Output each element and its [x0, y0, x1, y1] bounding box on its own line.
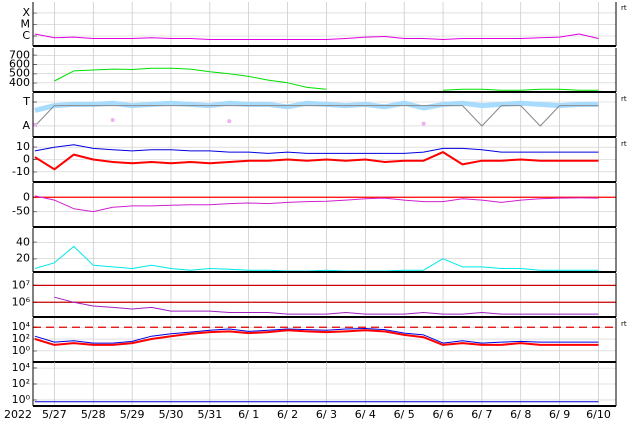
x-tick-label: 6/ 3 — [316, 408, 337, 421]
x-tick-label: 6/ 1 — [238, 408, 259, 421]
y-tick-label: 10 — [16, 140, 30, 153]
marker — [421, 121, 426, 126]
y-tick-label: 0 — [23, 153, 30, 166]
x-tick-label: 5/27 — [42, 408, 67, 421]
x-tick-label: 5/28 — [81, 408, 106, 421]
series-line — [34, 144, 599, 154]
y-tick-label: 500 — [9, 67, 30, 80]
series-line — [34, 195, 599, 213]
x-tick-label: 5/30 — [159, 408, 184, 421]
y-tick-label: 10⁴ — [12, 361, 31, 374]
series-line — [54, 67, 599, 91]
series-line — [34, 328, 599, 344]
y-tick-label: 400 — [9, 76, 30, 89]
series-line — [34, 151, 599, 171]
y-tick-label: 10⁰ — [12, 344, 31, 357]
y-tick-label: 10⁶ — [12, 295, 31, 308]
y-tick-label: X — [22, 6, 30, 19]
marker — [227, 119, 232, 124]
series-line — [34, 245, 599, 272]
y-tick-label: 700 — [9, 48, 30, 61]
y-tick-label: 10² — [12, 377, 30, 390]
x-tick-label: 6/ 6 — [432, 408, 453, 421]
annotation: rt — [621, 4, 627, 12]
y-tick-label: -50 — [12, 205, 30, 218]
x-tick-label: 6/ 7 — [471, 408, 492, 421]
y-tick-label: A — [22, 119, 30, 132]
series-line — [34, 329, 599, 346]
y-tick-label: 600 — [9, 58, 30, 71]
y-tick-label: 10⁰ — [12, 393, 31, 406]
y-tick-label: 10² — [12, 332, 30, 345]
series-line — [34, 100, 599, 113]
marker — [32, 122, 37, 127]
marker — [110, 117, 115, 122]
y-tick-label: 20 — [16, 252, 30, 265]
y-tick-label: 0 — [23, 190, 30, 203]
annotation: rt — [621, 140, 627, 148]
series-line — [54, 296, 599, 315]
y-tick-label: 10⁴ — [12, 320, 31, 333]
x-tick-label: 5/31 — [197, 408, 222, 421]
year-label: 2022 — [4, 408, 32, 421]
y-tick-label: C — [22, 29, 30, 42]
x-tick-label: 6/ 8 — [510, 408, 531, 421]
series-line — [34, 33, 599, 40]
series-line — [34, 105, 599, 127]
y-tick-label: M — [21, 17, 31, 30]
y-tick-label: 40 — [16, 235, 30, 248]
x-tick-label: 6/ 2 — [277, 408, 298, 421]
y-tick-label: T — [22, 95, 30, 108]
annotation: rt — [621, 320, 627, 328]
x-tick-label: 6/ 9 — [549, 408, 570, 421]
annotation: rt — [621, 95, 627, 103]
x-tick-label: 6/ 5 — [394, 408, 415, 421]
x-tick-label: 5/29 — [120, 408, 145, 421]
y-tick-label: -10 — [12, 165, 30, 178]
y-tick-label: 10⁷ — [12, 278, 30, 291]
x-tick-label: 6/ 4 — [355, 408, 376, 421]
x-tick-label: 6/10 — [586, 408, 611, 421]
